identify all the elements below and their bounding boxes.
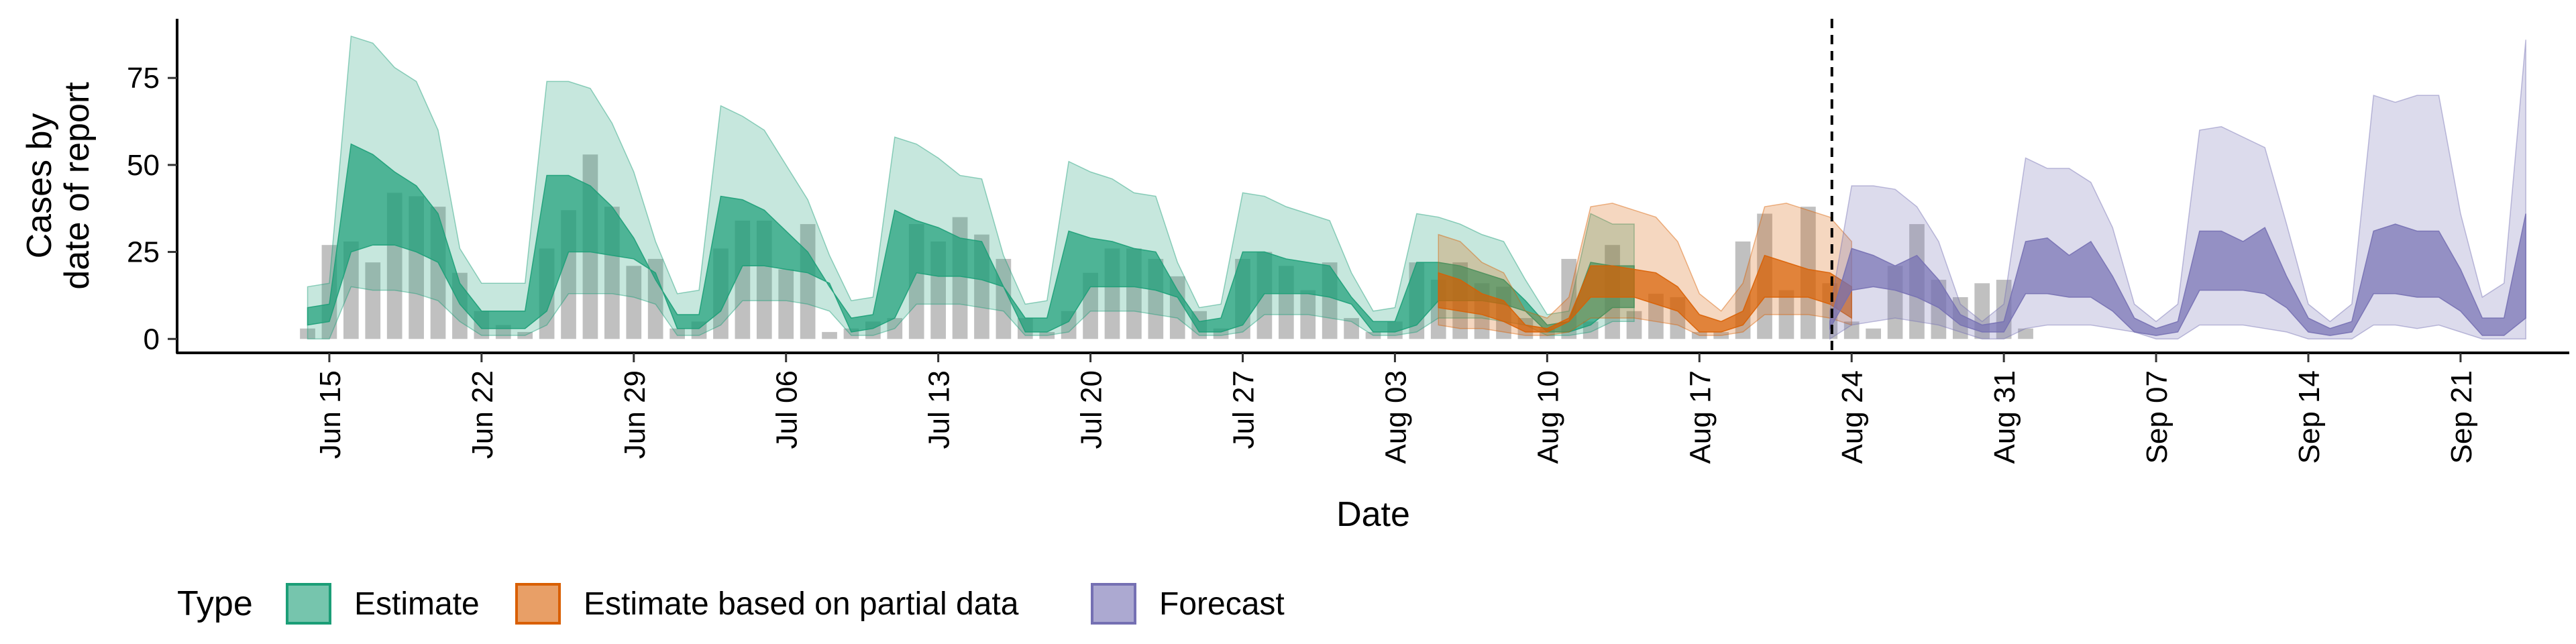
- observed-bar: [626, 266, 642, 339]
- series-1-bands: [1438, 203, 1852, 336]
- observed-bar: [1691, 331, 1707, 339]
- legend-key: [1091, 583, 1136, 625]
- observed-bar: [1843, 321, 1860, 339]
- x-tick-label: Jun 29: [619, 370, 651, 459]
- observed-bar: [1039, 331, 1055, 339]
- x-tick-label: Jul 20: [1075, 370, 1108, 449]
- observed-bar: [1778, 290, 1794, 339]
- observed-bar: [2018, 328, 2033, 339]
- legend-title: Type: [177, 584, 253, 623]
- x-tick-label: Aug 03: [1379, 370, 1412, 464]
- series-2-bands: [1829, 40, 2526, 340]
- observed-bar: [1365, 331, 1381, 339]
- observed-bar: [887, 318, 903, 339]
- observed-bar: [778, 269, 794, 339]
- observed-bar: [1344, 318, 1359, 339]
- x-tick-label: Aug 24: [1836, 370, 1869, 464]
- observed-bar: [647, 258, 663, 339]
- x-tick-label: Aug 31: [1988, 370, 2021, 464]
- y-tick-label: 75: [127, 62, 160, 95]
- observed-bar: [669, 328, 685, 339]
- legend-label: Estimate based on partial data: [584, 586, 1019, 622]
- x-tick-label: Jul 13: [923, 370, 956, 449]
- axes: 0 25 50 75 Jun 15 Jun 22 Jun 29 Jul 06 Jul 13 Jul…: [20, 19, 2569, 534]
- y-tick-label: 25: [127, 236, 160, 269]
- x-axis-title: Date: [1336, 495, 1410, 534]
- observed-bar: [343, 241, 359, 339]
- series-bands: [307, 35, 2526, 340]
- series-inner-band: [1438, 254, 1852, 333]
- x-tick-label: Aug 17: [1684, 370, 1717, 464]
- legend-label: Estimate: [354, 586, 480, 622]
- observed-bar: [300, 328, 315, 339]
- y-tick-label: 0: [144, 323, 160, 356]
- observed-bar: [822, 331, 837, 339]
- observed-bar: [1866, 328, 1881, 339]
- series-inner-band: [307, 143, 1635, 333]
- series-inner-band: [1829, 213, 2526, 336]
- x-tick-label: Sep 21: [2445, 370, 2478, 464]
- series-0-bands: [307, 35, 1635, 339]
- x-tick-label: Jul 06: [771, 370, 804, 449]
- observed-bar: [1713, 331, 1729, 339]
- x-tick-label: Aug 10: [1532, 370, 1564, 464]
- observed-bar: [365, 262, 381, 339]
- legend-item: Forecast: [1091, 583, 1285, 625]
- x-tick-label: Sep 07: [2141, 370, 2174, 464]
- series-outer-band: [1829, 40, 2526, 340]
- legend: Type Estimate Estimate based on partial da…: [177, 583, 1285, 625]
- x-tick-label: Jul 27: [1227, 370, 1260, 449]
- x-tick-label: Jun 15: [314, 370, 347, 459]
- legend-key: [515, 583, 561, 625]
- observed-bar: [1300, 290, 1316, 339]
- observed-bar: [1626, 311, 1642, 339]
- x-tick-label: Jun 22: [466, 370, 499, 459]
- legend-key: [286, 583, 331, 625]
- y-axis-title-line: date of report: [58, 82, 97, 290]
- legend-item: Estimate based on partial data: [515, 583, 1019, 625]
- y-axis-title-line: Cases by: [20, 113, 59, 259]
- legend-label: Forecast: [1159, 586, 1285, 622]
- observed-bar: [517, 331, 533, 339]
- x-tick-label: Sep 14: [2293, 370, 2326, 464]
- legend-item: Estimate: [286, 583, 480, 625]
- y-tick-label: 50: [127, 149, 160, 182]
